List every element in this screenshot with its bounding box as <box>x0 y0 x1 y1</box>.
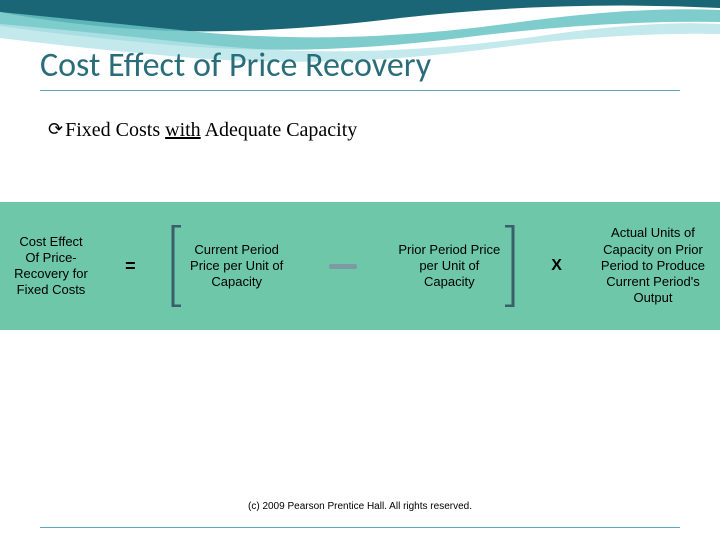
copyright-footer: (c) 2009 Pearson Prentice Hall. All righ… <box>0 501 720 512</box>
formula-term1: Current Period Price per Unit of Capacit… <box>183 242 291 291</box>
formula-rhs: Actual Units of Capacity on Prior Period… <box>598 225 708 306</box>
bracket-term1: Current Period Price per Unit of Capacit… <box>171 225 291 307</box>
minus-sign <box>329 264 357 269</box>
bullet-icon: ⟳ <box>48 119 63 139</box>
times-sign: X <box>548 257 566 275</box>
formula-band: Cost Effect Of Price-Recovery for Fixed … <box>0 202 720 330</box>
subtitle-underlined: with <box>165 119 201 141</box>
page-title: Cost Effect of Price Recovery <box>40 45 680 86</box>
subtitle: ⟳Fixed Costs with Adequate Capacity <box>48 119 680 142</box>
subtitle-suffix: Adequate Capacity <box>201 119 358 141</box>
title-underline <box>40 90 680 91</box>
bottom-underline <box>40 527 680 528</box>
formula-lhs: Cost Effect Of Price-Recovery for Fixed … <box>12 234 90 299</box>
equals-sign: = <box>122 256 138 277</box>
subtitle-prefix: Fixed Costs <box>65 119 165 141</box>
bracket-term2: Prior Period Price per Unit of Capacity <box>395 225 515 307</box>
left-bracket-icon <box>171 225 183 307</box>
formula-term2: Prior Period Price per Unit of Capacity <box>395 242 503 291</box>
right-bracket-icon <box>503 225 515 307</box>
